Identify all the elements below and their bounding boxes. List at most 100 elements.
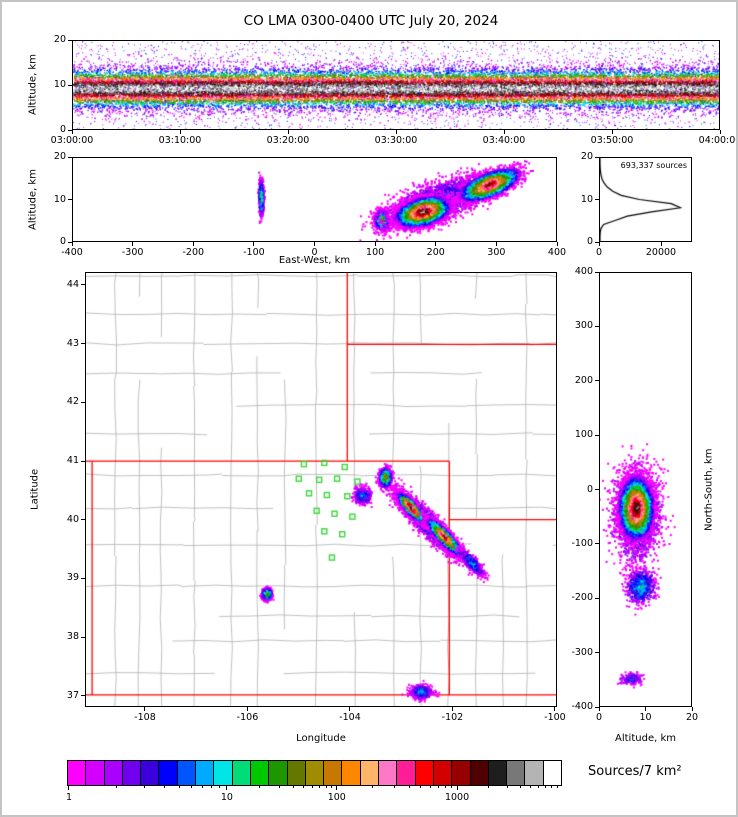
colorbar-minor-tick	[420, 786, 422, 788]
colorbar-swatch	[341, 761, 360, 785]
y-tick-mark	[81, 695, 85, 697]
colorbar-minor-tick	[506, 786, 508, 788]
colorbar-swatch	[85, 761, 104, 785]
x-tick-mark	[132, 242, 134, 246]
x-tick-mark	[314, 242, 315, 246]
x-tick-mark	[287, 130, 289, 134]
colorbar-tick-mark	[68, 786, 70, 790]
y-tick-label: 400	[574, 266, 593, 277]
y-tick-label: 0	[586, 483, 593, 495]
colorbar-minor-tick	[278, 786, 280, 788]
y-tick-label: -300	[571, 646, 593, 658]
colorbar-swatch	[396, 761, 415, 785]
colorbar-swatch	[487, 761, 507, 785]
colorbar-minor-tick	[372, 786, 374, 788]
colorbar-minor-tick	[444, 786, 446, 788]
colorbar-minor-tick	[178, 786, 180, 788]
x-tick-mark	[192, 242, 194, 246]
colorbar-swatch	[323, 761, 342, 785]
y-tick-label: 44	[66, 278, 79, 290]
altitude-histogram-canvas	[600, 158, 691, 241]
x-tick-label: 03:40:00	[482, 135, 526, 146]
y-tick-label: -100	[571, 537, 593, 549]
colorbar-minor-tick	[325, 786, 327, 788]
colorbar-label: Sources/7 km²	[588, 764, 682, 779]
north-south-canvas	[600, 273, 691, 706]
colorbar-swatch	[451, 761, 470, 785]
x-tick-label: -200	[182, 247, 205, 258]
y-tick-label: 300	[574, 320, 593, 332]
figure-title: CO LMA 0300-0400 UTC July 20, 2024	[243, 13, 499, 29]
colorbar-swatch	[176, 761, 196, 785]
y-tick-mark	[595, 652, 599, 654]
x-tick-mark	[374, 242, 376, 246]
y-tick-mark	[68, 84, 72, 86]
east-west-xlabel: East-West, km	[278, 255, 351, 266]
colorbar	[67, 760, 562, 786]
x-tick-mark	[71, 130, 73, 134]
y-tick-mark	[68, 199, 72, 200]
x-tick-label: -100	[544, 712, 566, 723]
colorbar-minor-tick	[529, 786, 531, 788]
colorbar-swatch	[231, 761, 250, 785]
colorbar-minor-tick	[259, 786, 261, 788]
y-tick-mark	[68, 39, 72, 41]
colorbar-swatch	[103, 761, 122, 785]
map-xlabel: Longitude	[296, 733, 346, 744]
colorbar-tick-mark	[336, 786, 338, 790]
y-tick-label: 10	[53, 193, 66, 205]
y-tick-label: 40	[66, 513, 79, 525]
colorbar-swatch	[140, 761, 159, 785]
x-tick-mark	[611, 130, 613, 134]
colorbar-swatch	[432, 761, 452, 785]
map-ylabel: Latitude	[29, 468, 41, 511]
x-tick-label: -400	[61, 247, 83, 258]
x-tick-label: 20	[685, 712, 699, 723]
x-tick-label: 0	[595, 247, 603, 258]
colorbar-swatch	[68, 761, 86, 785]
colorbar-tick-mark	[226, 786, 228, 790]
x-tick-label: 03:30:00	[374, 135, 418, 146]
y-tick-mark	[68, 241, 72, 243]
colorbar-minor-tick	[451, 786, 453, 788]
x-tick-mark	[246, 707, 248, 711]
y-tick-mark	[81, 577, 85, 579]
y-tick-label: 20	[53, 151, 66, 162]
x-tick-label: -104	[339, 712, 361, 723]
x-tick-mark	[556, 242, 558, 246]
y-tick-label: 0	[59, 124, 66, 135]
colorbar-tick-label: 1000	[444, 792, 470, 803]
y-tick-label: 10	[53, 79, 66, 90]
x-tick-label: 0	[311, 247, 318, 258]
x-tick-label: 03:10:00	[158, 135, 202, 146]
y-tick-mark	[595, 271, 599, 273]
x-tick-mark	[451, 707, 453, 711]
x-tick-label: 0	[595, 712, 603, 723]
y-tick-mark	[81, 636, 85, 638]
north-south-ylabel: North-South, km	[703, 448, 715, 531]
x-tick-mark	[179, 130, 181, 134]
x-tick-label: -106	[236, 712, 259, 723]
y-tick-mark	[68, 156, 72, 158]
x-tick-label: -102	[441, 712, 464, 723]
y-tick-label: 42	[66, 396, 79, 408]
colorbar-minor-tick	[545, 786, 547, 788]
x-tick-label: 10	[639, 712, 652, 723]
y-tick-mark	[595, 434, 599, 436]
colorbar-minor-tick	[331, 786, 333, 788]
colorbar-swatch	[158, 761, 177, 785]
y-tick-mark	[595, 706, 599, 708]
colorbar-minor-tick	[437, 786, 439, 788]
source-count-annotation: 693,337 sources	[620, 161, 687, 170]
colorbar-minor-tick	[488, 786, 490, 788]
x-tick-label: 400	[547, 247, 567, 258]
y-tick-mark	[81, 343, 85, 345]
y-tick-mark	[595, 325, 599, 327]
y-tick-label: 200	[574, 374, 593, 386]
colorbar-swatch	[268, 761, 287, 785]
x-tick-label: 100	[366, 247, 385, 258]
y-tick-mark	[595, 489, 599, 490]
y-tick-mark	[595, 543, 599, 545]
x-tick-mark	[598, 242, 600, 246]
